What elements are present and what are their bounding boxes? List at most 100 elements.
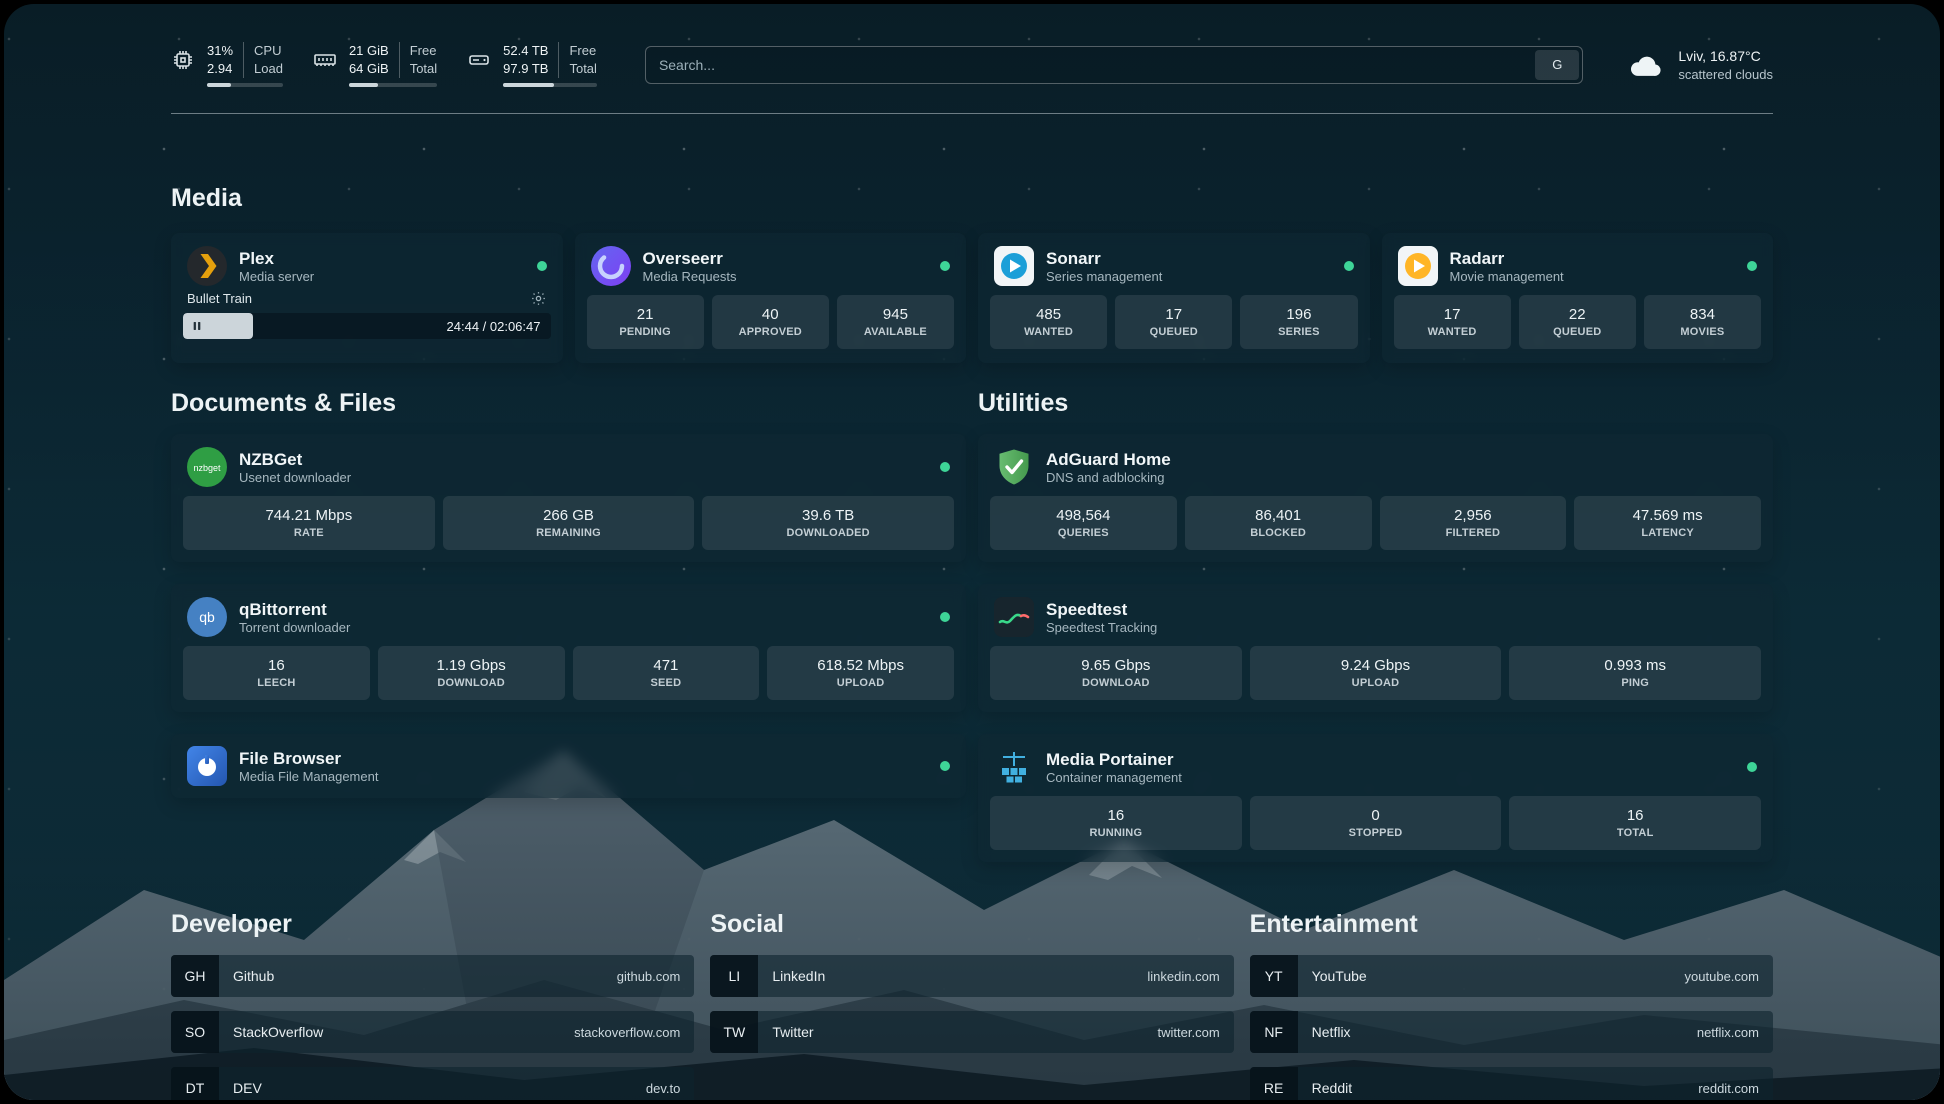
portainer-status-dot <box>1747 762 1757 772</box>
cpu-load-value: 2.94 <box>207 61 233 76</box>
nzbget-name: NZBGet <box>239 449 303 469</box>
bookmark-linkedin[interactable]: LI LinkedIn linkedin.com <box>710 955 1234 997</box>
card-qbittorrent[interactable]: qb qBittorrent Torrent downloader 16 LEEC… <box>171 584 966 712</box>
bookmark-name: Reddit <box>1311 1080 1353 1096</box>
weather-location-temp: Lviv, 16.87°C <box>1678 47 1761 64</box>
filebrowser-icon <box>187 746 227 786</box>
bookmark-dev[interactable]: DT DEV dev.to <box>171 1067 695 1100</box>
speedtest-subtitle: Speedtest Tracking <box>1046 619 1158 635</box>
adguard-stat-queries: 498,564 QUERIES <box>990 496 1177 550</box>
qbittorrent-stat-leech: 16 LEECH <box>183 646 370 700</box>
plex-now-playing-title: Bullet Train <box>187 291 253 306</box>
cpu-label-1: CPU <box>254 43 282 58</box>
radarr-status-dot <box>1747 261 1757 271</box>
svg-text:qb: qb <box>199 609 215 625</box>
adguard-stat-blocked: 86,401 BLOCKED <box>1184 496 1372 550</box>
portainer-name: Media Portainer <box>1046 749 1174 769</box>
disk-progress-bar <box>503 83 597 87</box>
cpu-progress-bar <box>207 83 283 87</box>
cpu-widget: 31% 2.94 CPU Load <box>171 42 283 87</box>
disk-icon <box>469 55 489 65</box>
plex-name: Plex <box>239 248 274 268</box>
qbittorrent-stat-download: 1.19 Gbps DOWNLOAD <box>377 646 565 700</box>
disk-widget: 52.4 TB 97.9 TB Free Total <box>467 42 597 87</box>
qbittorrent-status-dot <box>940 612 950 622</box>
disk-free-value: 52.4 TB <box>503 43 549 58</box>
disk-label-2: Total <box>569 61 597 76</box>
bookmark-name: LinkedIn <box>772 968 826 984</box>
plex-now-playing-row: Bullet Train <box>171 288 563 313</box>
overseerr-subtitle: Media Requests <box>642 268 737 284</box>
bookmark-name: Github <box>233 968 275 984</box>
qbittorrent-stat-seed: 471 SEED <box>572 646 760 700</box>
search-engine-button[interactable]: G <box>1535 49 1580 80</box>
section-heading-documents: Documents & Files <box>171 389 397 417</box>
card-adguard[interactable]: AdGuard Home DNS and adblocking 498,564 Q… <box>978 434 1773 562</box>
nzbget-status-dot <box>940 462 950 472</box>
weather-widget: Lviv, 16.87°C scattered clouds <box>1627 47 1773 83</box>
card-overseerr[interactable]: Overseerr Media Requests 21 PENDING 40 APP… <box>574 233 966 363</box>
bookmark-abbr: SO <box>171 1011 219 1053</box>
bookmark-github[interactable]: GH Github github.com <box>171 955 695 997</box>
sonarr-icon <box>994 246 1034 286</box>
card-radarr[interactable]: Radarr Movie management 17 WANTED 22 QUEUE… <box>1381 233 1773 363</box>
bookmark-column-social: Social LI LinkedIn linkedin.com TW Twitt… <box>710 884 1234 1100</box>
portainer-subtitle: Container management <box>1046 769 1182 785</box>
qbittorrent-subtitle: Torrent downloader <box>239 619 351 635</box>
overseerr-icon <box>590 246 631 286</box>
card-portainer[interactable]: Media Portainer Container management 16 R… <box>978 734 1773 862</box>
documents-column: Documents & Files nzbget NZBGet Usenet d… <box>171 363 966 884</box>
bookmark-netflix[interactable]: NF Netflix netflix.com <box>1249 1011 1773 1053</box>
speedtest-icon <box>994 597 1034 637</box>
gear-icon[interactable] <box>530 290 547 307</box>
sonarr-status-dot <box>1343 261 1354 271</box>
plex-icon <box>187 246 227 286</box>
plex-subtitle: Media server <box>239 268 315 284</box>
card-plex[interactable]: Plex Media server Bullet Train <box>171 233 563 363</box>
overseerr-name: Overseerr <box>642 248 723 268</box>
utilities-column: Utilities AdGuard Home DNS and adblockin… <box>978 363 1773 884</box>
bookmark-url: dev.to <box>645 1080 681 1096</box>
section-heading-developer: Developer <box>171 910 292 938</box>
nzbget-icon: nzbget <box>187 447 227 487</box>
sonarr-stat-series: 196 SERIES <box>1240 295 1358 349</box>
card-filebrowser[interactable]: File Browser Media File Management <box>171 734 966 798</box>
bookmark-abbr: TW <box>710 1011 759 1053</box>
bookmark-name: Netflix <box>1311 1024 1351 1040</box>
bookmark-abbr: NF <box>1249 1011 1298 1053</box>
pause-icon[interactable] <box>189 318 205 334</box>
section-heading-utilities: Utilities <box>978 389 1069 417</box>
section-heading-media: Media <box>171 184 242 212</box>
filebrowser-subtitle: Media File Management <box>239 768 379 784</box>
overseerr-stat-approved: 40 APPROVED <box>711 295 829 349</box>
plex-player-progress <box>183 313 253 339</box>
memory-label-1: Free <box>409 43 437 58</box>
memory-icon <box>314 54 336 66</box>
radarr-stat-movies: 834 MOVIES <box>1643 295 1762 349</box>
plex-status-dot <box>536 261 547 271</box>
adguard-subtitle: DNS and adblocking <box>1046 469 1165 485</box>
adguard-icon <box>999 449 1029 485</box>
bookmark-abbr: LI <box>710 955 759 997</box>
card-nzbget[interactable]: nzbget NZBGet Usenet downloader 744.21 M… <box>171 434 966 562</box>
bookmark-stackoverflow[interactable]: SO StackOverflow stackoverflow.com <box>171 1011 695 1053</box>
card-sonarr[interactable]: Sonarr Series management 485 WANTED 17 QUE… <box>978 233 1370 363</box>
card-speedtest[interactable]: Speedtest Speedtest Tracking 9.65 Gbps DO… <box>978 584 1773 712</box>
bookmark-name: DEV <box>233 1080 262 1096</box>
memory-widget: 21 GiB 64 GiB Free Total <box>313 42 438 87</box>
bookmark-twitter[interactable]: TW Twitter twitter.com <box>710 1011 1234 1053</box>
adguard-name: AdGuard Home <box>1046 449 1171 469</box>
bookmark-reddit[interactable]: RE Reddit reddit.com <box>1249 1067 1773 1100</box>
bookmark-url: youtube.com <box>1684 968 1759 984</box>
search-input[interactable] <box>648 56 1536 73</box>
memory-total-value: 64 GiB <box>348 61 389 76</box>
qbittorrent-name: qBittorrent <box>239 599 327 619</box>
bookmark-abbr: YT <box>1249 955 1298 997</box>
section-heading-social: Social <box>710 910 784 938</box>
plex-player-bar[interactable]: 24:44 / 02:06:47 <box>183 313 551 339</box>
speedtest-name: Speedtest <box>1046 599 1128 619</box>
bookmark-youtube[interactable]: YT YouTube youtube.com <box>1249 955 1773 997</box>
search-bar: G <box>644 45 1584 84</box>
bookmark-column-entertainment: Entertainment YT YouTube youtube.com NF … <box>1249 884 1773 1100</box>
portainer-icon <box>1002 752 1026 783</box>
